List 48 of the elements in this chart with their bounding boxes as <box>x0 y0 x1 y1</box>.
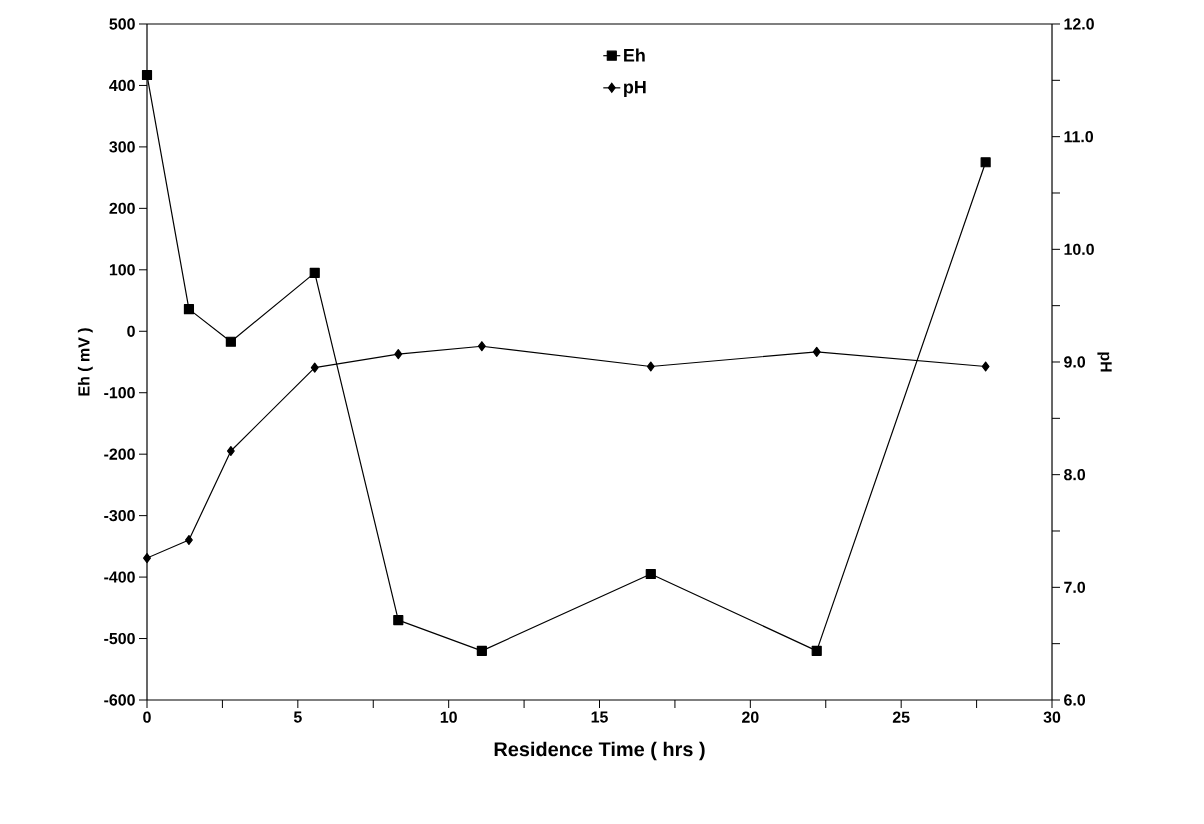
point <box>226 445 235 457</box>
point <box>394 349 403 360</box>
y-tick-label: 500 <box>109 18 135 30</box>
y2-tick-label: 10.0 <box>1064 243 1094 255</box>
point <box>981 361 990 372</box>
legend-label: Eh <box>624 48 645 62</box>
y-tick-label: 100 <box>109 264 135 276</box>
y-tick-label: -300 <box>104 509 135 522</box>
x-tick-label: 25 <box>892 711 910 723</box>
y2-tick-label: 9.0 <box>1064 356 1086 368</box>
y-axis-title: Eh ( mV ) <box>77 328 93 396</box>
x-tick-label: 0 <box>143 711 151 723</box>
point <box>184 534 193 546</box>
point <box>476 645 487 656</box>
point <box>141 69 153 81</box>
y-tick-label: -500 <box>104 632 135 645</box>
y2-tick-label: 7.0 <box>1064 581 1086 593</box>
legend-label: pH <box>624 80 646 97</box>
point <box>811 645 822 656</box>
y-tick-label: 200 <box>109 202 135 214</box>
y-tick-label: 0 <box>127 325 135 337</box>
x-tick-label: 30 <box>1043 711 1061 723</box>
point <box>980 157 991 168</box>
point <box>646 361 655 372</box>
y-tick-label: 400 <box>109 79 135 92</box>
point <box>183 304 195 315</box>
x-tick-label: 20 <box>742 711 759 723</box>
point <box>393 615 404 626</box>
point <box>225 336 236 347</box>
y2-tick-label: 11.0 <box>1064 131 1094 143</box>
point <box>477 341 486 352</box>
y2-tick-label: 12.0 <box>1064 18 1094 30</box>
y-tick-label: -100 <box>104 387 135 399</box>
x-tick-label: 15 <box>591 711 608 723</box>
point <box>310 362 319 373</box>
y-tick-label: -400 <box>104 571 135 583</box>
y2-tick-label: 6.0 <box>1064 694 1086 706</box>
y-tick-label: 300 <box>109 141 135 153</box>
x-tick-label: 5 <box>293 711 302 723</box>
point <box>812 346 821 357</box>
x-axis-title: Residence Time ( hrs ) <box>494 741 705 761</box>
y-tick-label: -200 <box>104 448 135 460</box>
y2-axis-title: pH <box>1097 352 1112 372</box>
point <box>309 267 320 278</box>
x-tick-label: 10 <box>440 711 457 723</box>
y-tick-label: -600 <box>104 694 135 706</box>
y2-tick-label: 8.0 <box>1064 469 1086 481</box>
point <box>645 568 656 580</box>
